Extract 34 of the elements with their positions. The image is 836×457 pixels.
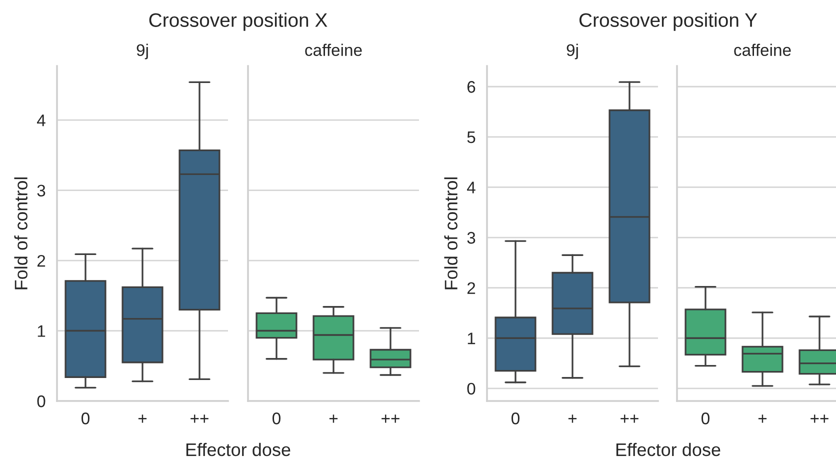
chart-title: Crossover position X xyxy=(149,12,328,31)
y-tick-label: 6 xyxy=(467,81,476,93)
x-tick-label: ++ xyxy=(810,414,828,423)
x-tick-label: 0 xyxy=(702,412,710,424)
x-tick-label: ++ xyxy=(382,414,400,423)
y-tick-label: 3 xyxy=(467,232,476,244)
y-tick-label: 0 xyxy=(467,382,476,395)
x-tick-label: + xyxy=(329,414,338,423)
y-tick-label: 0 xyxy=(37,395,46,408)
x-axis-title: Effector dose xyxy=(186,442,290,456)
y-tick-label: 4 xyxy=(37,114,46,126)
y-axis-title: Fold of control xyxy=(14,178,28,290)
chart-subtitle: caffeine xyxy=(734,44,791,56)
y-tick-label: 3 xyxy=(37,184,46,197)
y-tick-label: 2 xyxy=(467,282,476,294)
y-tick-label: 1 xyxy=(468,332,476,344)
x-axis-title: Effector dose xyxy=(616,442,720,456)
chart-subtitle: caffeine xyxy=(305,44,362,56)
y-axis-title: Fold of control xyxy=(444,178,458,290)
chart-title: Crossover position Y xyxy=(579,12,758,31)
x-tick-label: 0 xyxy=(82,412,90,424)
y-tick-label: 2 xyxy=(37,254,46,267)
x-tick-label: ++ xyxy=(190,414,208,423)
y-tick-label: 4 xyxy=(467,182,476,194)
chart-subtitle: 9j xyxy=(136,44,148,60)
y-tick-label: 5 xyxy=(467,131,476,144)
x-tick-label: 0 xyxy=(512,412,520,424)
x-tick-label: + xyxy=(568,414,577,423)
chart-subtitle: 9j xyxy=(566,44,578,60)
x-tick-label: + xyxy=(138,414,147,423)
y-tick-label: 1 xyxy=(38,325,46,337)
x-tick-label: 0 xyxy=(272,412,280,424)
x-tick-label: ++ xyxy=(620,414,638,423)
x-tick-label: + xyxy=(758,414,767,423)
